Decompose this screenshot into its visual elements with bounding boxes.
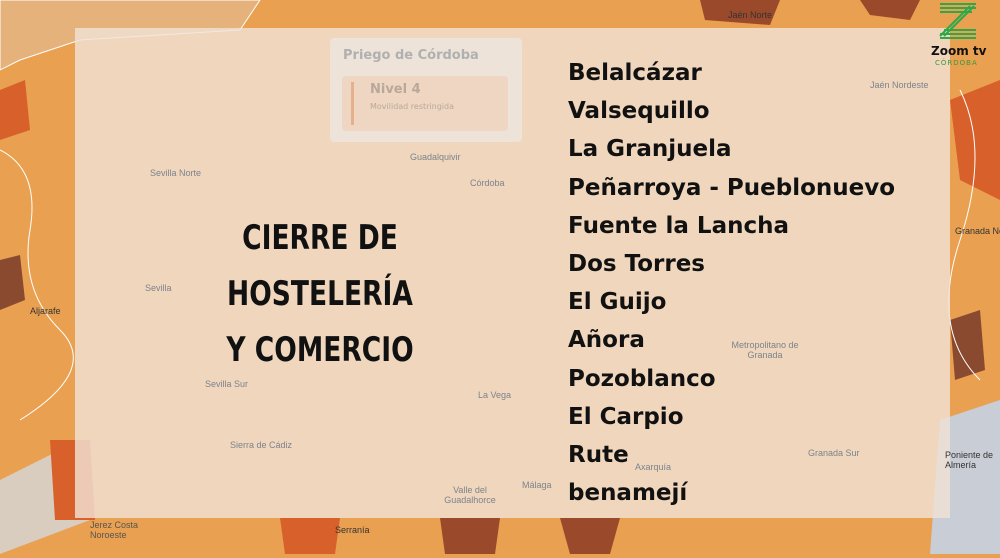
map-label: La Vega bbox=[478, 390, 512, 400]
list-item: Pozoblanco bbox=[568, 365, 716, 392]
zoom-z-icon bbox=[939, 3, 976, 39]
map-label: Sevilla Sur bbox=[205, 379, 249, 389]
map-label: Jerez Costa Noroeste bbox=[90, 520, 139, 540]
logo-name: Zoom tv bbox=[931, 44, 987, 58]
map-label: Córdoba bbox=[470, 178, 505, 188]
list-item: Dos Torres bbox=[568, 250, 706, 277]
list-item: Fuente la Lancha bbox=[568, 212, 790, 239]
level-bar bbox=[351, 82, 354, 125]
map-label: Metropolitano de Granada bbox=[731, 340, 799, 360]
headline: CIERRE DE HOSTELERÍA Y COMERCIO bbox=[164, 210, 476, 378]
list-item: El Guijo bbox=[568, 289, 667, 316]
tooltip-level: Nivel 4 bbox=[370, 82, 421, 97]
list-item: benamejí bbox=[568, 480, 688, 507]
list-item: Peñarroya - Pueblonuevo bbox=[568, 174, 896, 201]
tooltip-subtitle: Movilidad restringida bbox=[370, 102, 455, 111]
map-label: Serranía bbox=[335, 525, 370, 535]
logo-region: CÓRDOBA bbox=[935, 59, 978, 67]
map-label: Poniente de Almería bbox=[945, 450, 994, 470]
map-label: Guadalquivir bbox=[410, 152, 461, 162]
zoom-tv-logo: Zoom tv CÓRDOBA bbox=[930, 2, 990, 70]
list-item: El Carpio bbox=[568, 403, 684, 430]
map-label: Sevilla Norte bbox=[150, 168, 202, 178]
headline-line-1: CIERRE DE HOSTELERÍA bbox=[227, 218, 413, 314]
list-item: Rute bbox=[568, 441, 629, 468]
list-item: Belalcázar bbox=[568, 60, 702, 86]
tooltip-title: Priego de Córdoba bbox=[343, 48, 479, 63]
list-item: La Granjuela bbox=[568, 136, 732, 163]
headline-line-2: Y COMERCIO bbox=[226, 330, 414, 370]
map-label: Valle del Guadalhorce bbox=[444, 485, 496, 505]
map-label: Granada Sur bbox=[808, 448, 860, 458]
map-label: Aljarafe bbox=[30, 306, 61, 316]
list-item: Añora bbox=[568, 327, 645, 354]
municipality-list: Belalcázar Valsequillo La Granjuela Peña… bbox=[568, 54, 895, 512]
map-label: Sevilla bbox=[145, 283, 172, 293]
map-label: Jaén Nordeste bbox=[870, 80, 929, 90]
map-tooltip: Priego de Córdoba Nivel 4 Movilidad rest… bbox=[330, 38, 522, 142]
map-label: Granada Norte bbox=[955, 226, 1000, 236]
map-label: Axarquía bbox=[635, 462, 672, 472]
map-label: Málaga bbox=[522, 480, 552, 490]
tooltip-level-box: Nivel 4 Movilidad restringida bbox=[342, 76, 508, 131]
list-item: Valsequillo bbox=[568, 98, 710, 125]
map-label: Jaén Norte bbox=[728, 10, 773, 20]
map-label: Sierra de Cádiz bbox=[230, 440, 293, 450]
